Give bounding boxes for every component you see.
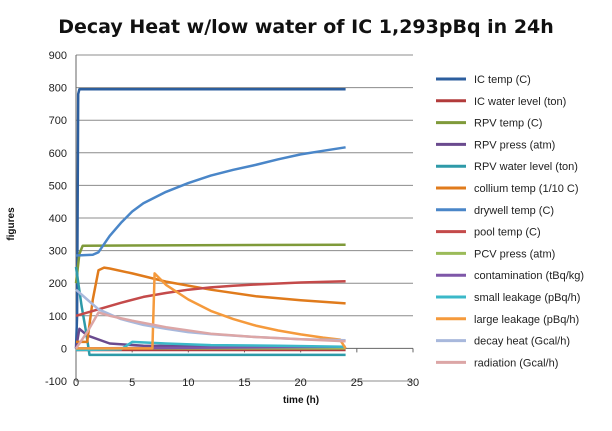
tick-labels: -100 0 100 200 300 400 500 600 700 800 900 0 5 10 15 20… <box>45 50 419 389</box>
series-line-4 <box>74 327 346 349</box>
y-tick-label: 200 <box>49 278 67 290</box>
legend-entry: small leakage (pBq/h) <box>474 292 580 304</box>
x-tick-label: 10 <box>182 377 194 389</box>
y-tick-label: 700 <box>49 115 67 127</box>
y-tick-label: 0 <box>61 343 67 355</box>
y-axis-label: figures <box>6 207 17 241</box>
legend-entry: collium temp (1/10 C) <box>474 183 579 195</box>
legend-entry: radiation (Gcal/h) <box>474 357 558 369</box>
x-tick-label: 0 <box>73 377 79 389</box>
y-tick-label: 600 <box>49 148 67 160</box>
series-line-6 <box>76 266 346 344</box>
y-tick-label: 400 <box>49 213 67 225</box>
series-line-8 <box>75 279 346 318</box>
legend-entry: IC water level (ton) <box>474 96 566 108</box>
x-tick-label: 5 <box>129 377 135 389</box>
legend-entry: large leakage (pBq/h) <box>474 314 579 326</box>
y-tick-label: 800 <box>49 83 67 95</box>
y-tick-label: 300 <box>49 246 67 258</box>
y-tick-label: 900 <box>49 50 67 62</box>
x-axis-label: time (h) <box>283 395 319 406</box>
series-line-14 <box>74 311 346 350</box>
y-tick-label: 500 <box>49 180 67 192</box>
grid-lines <box>76 54 413 382</box>
legend: IC temp (C) IC water level (ton) RPV temp … <box>436 74 584 369</box>
legend-entry: decay heat (Gcal/h) <box>474 336 570 348</box>
legend-entry: IC temp (C) <box>474 74 531 86</box>
legend-entry: RPV press (atm) <box>474 139 555 151</box>
legend-entry: contamination (tBq/kg) <box>474 270 584 282</box>
x-tick-label: 25 <box>351 377 363 389</box>
y-tick-label: 100 <box>49 311 67 323</box>
series-line-12 <box>76 272 347 350</box>
y-tick-label: -100 <box>45 376 67 388</box>
legend-entry: RPV temp (C) <box>474 118 542 130</box>
x-tick-label: 15 <box>238 377 250 389</box>
series-line-3 <box>74 243 346 284</box>
series-line-1 <box>74 87 346 349</box>
series-line-7 <box>75 146 346 257</box>
legend-entry: RPV water level (ton) <box>474 161 578 173</box>
legend-entry: pool temp (C) <box>474 227 541 239</box>
chart-title: Decay Heat w/low water of IC 1,293pBq in… <box>58 16 554 38</box>
legend-entry: PCV press (atm) <box>474 248 555 260</box>
legend-entry: drywell temp (C) <box>474 205 554 217</box>
x-tick-label: 20 <box>295 377 307 389</box>
series-lines <box>74 87 347 357</box>
x-tick-label: 30 <box>407 377 419 389</box>
